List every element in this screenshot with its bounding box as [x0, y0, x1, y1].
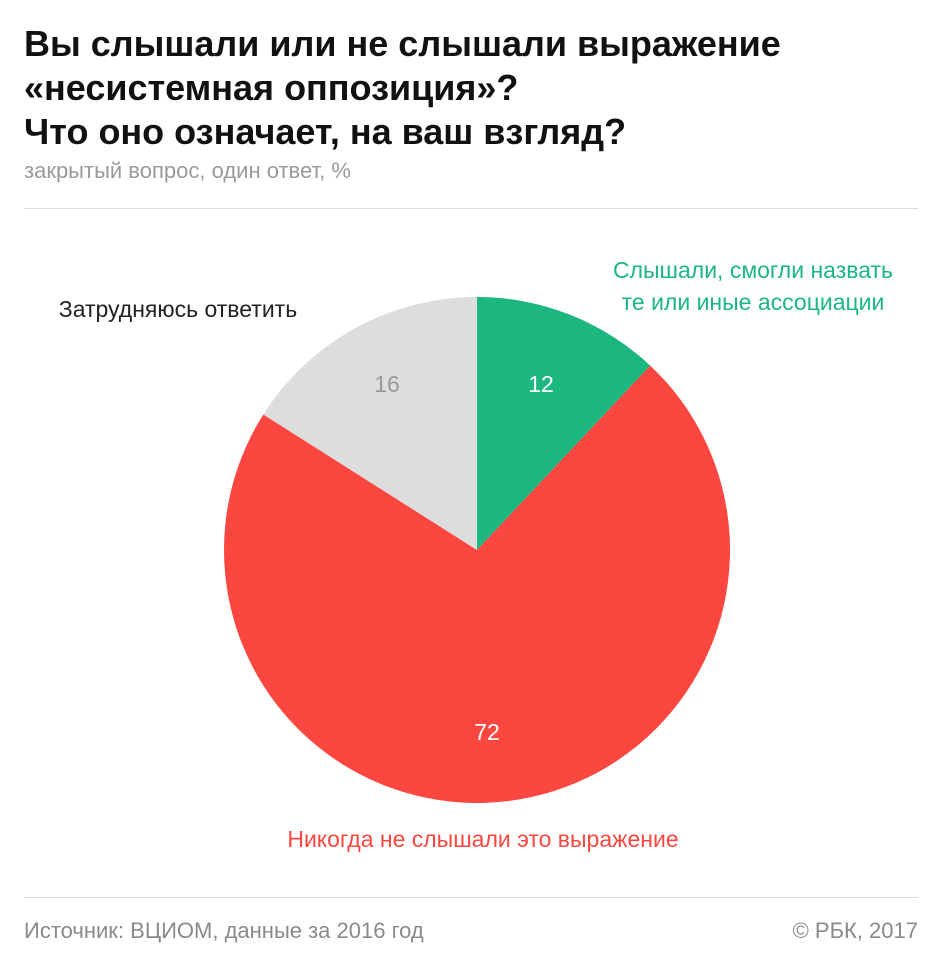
slice-heard-associations-category-label: Слышали, смогли назвать те или иные ассоц…: [613, 257, 893, 315]
slice-heard-associations-value-label: 12: [528, 371, 554, 397]
slice-heard-associations-category-label-line: Слышали, смогли назвать: [613, 257, 893, 283]
slice-hard-to-answer-value-label: 16: [374, 371, 400, 397]
slice-never-heard: [224, 365, 731, 804]
slice-heard-associations-category-label-line: те или иные ассоциации: [622, 289, 885, 315]
slice-hard-to-answer: [263, 297, 477, 550]
copyright-note: © РБК, 2017: [792, 918, 918, 943]
chart-title-line-3: Что оно означает, на ваш взгляд?: [24, 111, 627, 152]
slice-never-heard-category-label: Никогда не слышали это выражение: [287, 826, 678, 852]
slice-never-heard-category-label-line: Никогда не слышали это выражение: [287, 826, 678, 852]
slice-hard-to-answer-category-label-line: Затрудняюсь ответить: [59, 296, 297, 322]
chart-subtitle: закрытый вопрос, один ответ, %: [24, 158, 351, 183]
slice-never-heard-value-label: 72: [474, 719, 500, 745]
chart-title: Вы слышали или не слышали выражение «нес…: [24, 22, 924, 154]
top-divider: [24, 208, 918, 209]
slice-hard-to-answer-category-label: Затрудняюсь ответить: [59, 296, 297, 322]
bottom-divider: [24, 897, 918, 898]
source-note: Источник: ВЦИОМ, данные за 2016 год: [24, 918, 424, 943]
chart-title-line-2: «несистемная оппозиция»?: [24, 67, 519, 108]
chart-title-line-1: Вы слышали или не слышали выражение: [24, 23, 781, 64]
slice-heard-associations: [477, 297, 651, 550]
